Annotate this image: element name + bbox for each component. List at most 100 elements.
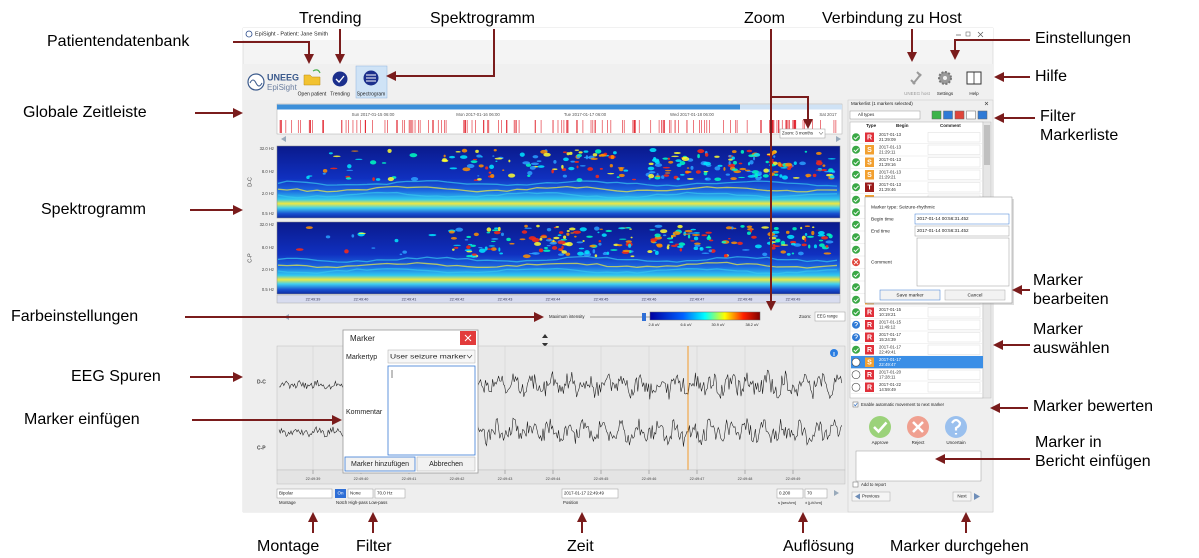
- intensity-knob[interactable]: [642, 313, 646, 321]
- zoom-select[interactable]: [779, 128, 826, 139]
- channel-label: D-C: [247, 177, 253, 187]
- status-icon[interactable]: [852, 195, 860, 204]
- marker-type-select[interactable]: [387, 349, 476, 364]
- status-icon[interactable]: [851, 370, 861, 380]
- marker-time[interactable]: 11:49:12: [879, 324, 896, 329]
- save-marker-button[interactable]: [879, 289, 941, 301]
- marker-date[interactable]: 2017-01-20: [879, 369, 902, 374]
- status-icon[interactable]: [852, 233, 860, 242]
- marker-time[interactable]: 15:24:39: [879, 337, 896, 342]
- filter-toggle[interactable]: [966, 110, 976, 120]
- status-icon[interactable]: [852, 333, 860, 342]
- selected-row[interactable]: [851, 356, 983, 369]
- spectrogram-activity: [693, 246, 699, 251]
- maximize[interactable]: [965, 31, 971, 37]
- end-time-input[interactable]: [914, 225, 1010, 237]
- status-icon[interactable]: [851, 357, 861, 367]
- marker-date[interactable]: 2017-01-22: [879, 382, 902, 387]
- filter-toggle[interactable]: [943, 110, 953, 120]
- comment-input[interactable]: [387, 365, 476, 456]
- marker-time[interactable]: 22:49:47: [879, 362, 896, 367]
- close[interactable]: [977, 31, 984, 38]
- marker-time[interactable]: 10:19:21: [879, 312, 896, 317]
- marker-time[interactable]: 21:29:21: [879, 174, 896, 179]
- next-arrow[interactable]: [974, 493, 980, 500]
- toolbar-button-label[interactable]: UNEEG host: [904, 91, 931, 96]
- position-input[interactable]: [561, 488, 619, 499]
- marker-date[interactable]: 2017-01-17: [879, 332, 902, 337]
- next-button[interactable]: [952, 491, 972, 502]
- timeline-prev[interactable]: [281, 136, 286, 142]
- eeg-range-select[interactable]: [814, 311, 846, 322]
- spectrogram-activity: [330, 167, 338, 170]
- cancel-button[interactable]: [416, 456, 476, 472]
- previous-button[interactable]: [851, 491, 891, 502]
- popup-cancel-button[interactable]: [944, 289, 1006, 301]
- marker-time[interactable]: 22:49:41: [879, 349, 896, 354]
- scrollbar-thumb[interactable]: [984, 125, 990, 165]
- status-icon[interactable]: [852, 245, 860, 254]
- marker-date[interactable]: 2017-01-15: [879, 307, 902, 312]
- marker-time[interactable]: 17:28:11: [879, 374, 896, 379]
- marker-date[interactable]: 2017-01-15: [879, 319, 902, 324]
- add-marker-button[interactable]: [344, 456, 416, 472]
- notch-select[interactable]: [347, 488, 374, 499]
- marker-date[interactable]: 2017-01-13: [879, 144, 902, 149]
- begin-time-input[interactable]: [914, 213, 1010, 225]
- toolbar-button-label[interactable]: Open patient: [298, 91, 327, 97]
- filter-toggle[interactable]: [931, 110, 942, 120]
- type-filter-select[interactable]: [849, 110, 921, 120]
- marker-date[interactable]: 2017-01-13: [879, 157, 902, 162]
- status-icon[interactable]: [851, 382, 861, 392]
- toolbar-button-label[interactable]: Settings: [937, 91, 954, 96]
- auto-move-checkbox[interactable]: [852, 401, 859, 408]
- toolbar-button-label[interactable]: Spectrogram: [357, 91, 386, 97]
- status-icon[interactable]: [852, 183, 860, 192]
- report-text-input[interactable]: [855, 450, 982, 482]
- status-icon[interactable]: [852, 208, 860, 217]
- open-patient-icon[interactable]: [303, 74, 321, 86]
- marker-time[interactable]: 21:29:16: [879, 162, 896, 167]
- action-label[interactable]: Approve: [872, 440, 889, 445]
- montage-select[interactable]: [276, 488, 333, 499]
- lowpass-select[interactable]: [374, 488, 406, 499]
- trending-icon[interactable]: [332, 71, 348, 87]
- panel-close[interactable]: [984, 101, 989, 106]
- marker-time[interactable]: 21:29:11: [879, 149, 896, 154]
- add-report-checkbox[interactable]: [852, 481, 859, 488]
- status-icon[interactable]: [852, 320, 860, 329]
- filter-toggle[interactable]: [335, 489, 346, 498]
- marker-date[interactable]: 2017-01-17: [879, 344, 902, 349]
- amplitude-scale-select[interactable]: [804, 488, 828, 499]
- eeg-next[interactable]: [834, 490, 839, 496]
- splitter-handle[interactable]: [542, 334, 548, 347]
- action-label[interactable]: Uncertain: [946, 440, 966, 445]
- marker-date[interactable]: 2017-01-13: [879, 182, 902, 187]
- filter-toggle[interactable]: [954, 110, 965, 120]
- marker-date[interactable]: 2017-01-17: [879, 357, 902, 362]
- status-icon[interactable]: [852, 170, 860, 179]
- status-icon[interactable]: [852, 283, 860, 292]
- timeline-next[interactable]: [836, 136, 841, 142]
- status-icon[interactable]: [852, 133, 860, 142]
- action-button[interactable]: [869, 416, 891, 438]
- toolbar-button-label[interactable]: Help: [969, 91, 979, 96]
- time-scale-select[interactable]: [776, 488, 804, 499]
- status-icon[interactable]: [852, 145, 860, 154]
- filter-toggle[interactable]: [977, 110, 988, 120]
- marker-time[interactable]: 21:29:09: [879, 137, 896, 142]
- popup-comment-input[interactable]: [916, 237, 1010, 287]
- action-label[interactable]: Reject: [912, 440, 926, 445]
- status-icon[interactable]: [852, 308, 860, 317]
- status-icon[interactable]: [852, 345, 860, 354]
- host-icon[interactable]: [910, 71, 922, 85]
- status-icon[interactable]: [852, 270, 860, 279]
- marker-time[interactable]: 21:29:46: [879, 187, 896, 192]
- marker-time[interactable]: 14:59:49: [879, 387, 896, 392]
- toolbar-button-label[interactable]: Trending: [330, 91, 350, 97]
- status-icon[interactable]: [852, 220, 860, 229]
- status-icon[interactable]: [852, 158, 860, 167]
- marker-date[interactable]: 2017-01-13: [879, 132, 902, 137]
- status-icon[interactable]: [852, 295, 860, 304]
- marker-date[interactable]: 2017-01-13: [879, 169, 902, 174]
